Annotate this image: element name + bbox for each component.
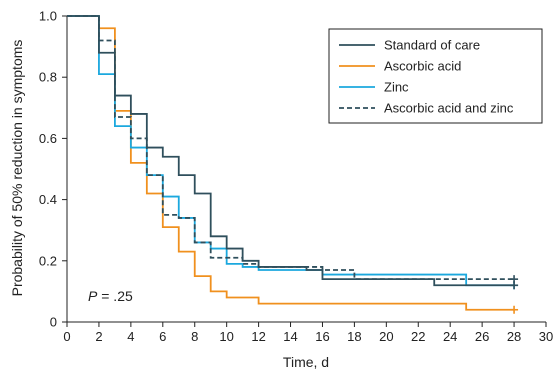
x-tick-label: 18 [347,329,361,344]
y-tick-label: 0.6 [39,131,57,146]
x-tick-label: 6 [159,329,166,344]
axes-group: 0 2 4 6 8 10 12 14 16 18 20 22 24 26 28 3000.20.40.60.8… [39,9,553,345]
p-value-italic: P [88,288,98,304]
x-tick-label: 12 [251,329,265,344]
legend-label-ascorbic-acid-and-zinc: Ascorbic acid and zinc [384,101,514,116]
p-value-text: = .25 [97,288,133,304]
y-tick-label: 0.2 [39,253,57,268]
x-tick-label: 30 [539,329,553,344]
y-tick-label: 0.8 [39,70,57,85]
x-tick-label: 0 [63,329,70,344]
y-tick-label: 1.0 [39,9,57,24]
series-line-ascorbic-acid-and-zinc [67,15,515,281]
x-tick-label: 16 [315,329,329,344]
legend-label-zinc: Zinc [384,80,409,95]
x-tick-label: 24 [443,329,457,344]
p-value-annotation: P = .25 [88,288,133,304]
series-line-zinc [67,15,515,287]
legend: Standard of care Ascorbic acid Zinc Ascorbi… [328,28,543,124]
x-tick-label: 10 [219,329,233,344]
censor-mark-ascorbic-acid [510,305,519,314]
x-tick-label: 8 [191,329,198,344]
censor-mark-standard-of-care [510,281,519,290]
x-tick-label: 28 [507,329,521,344]
legend-label-ascorbic-acid: Ascorbic acid [384,59,461,74]
x-tick-label: 14 [283,329,297,344]
y-tick-label: 0.4 [39,192,57,207]
x-tick-label: 26 [475,329,489,344]
series-group [67,15,519,314]
series-line-standard-of-care [67,15,515,287]
legend-label-standard-of-care: Standard of care [384,38,480,53]
x-tick-label: 4 [127,329,134,344]
x-tick-label: 20 [379,329,393,344]
x-tick-label: 2 [95,329,102,344]
y-tick-label: 0 [50,315,57,330]
x-axis-label: Time, d [283,354,329,370]
y-axis-label: Probability of 50% reduction in symptoms [9,40,25,297]
x-tick-label: 22 [411,329,425,344]
